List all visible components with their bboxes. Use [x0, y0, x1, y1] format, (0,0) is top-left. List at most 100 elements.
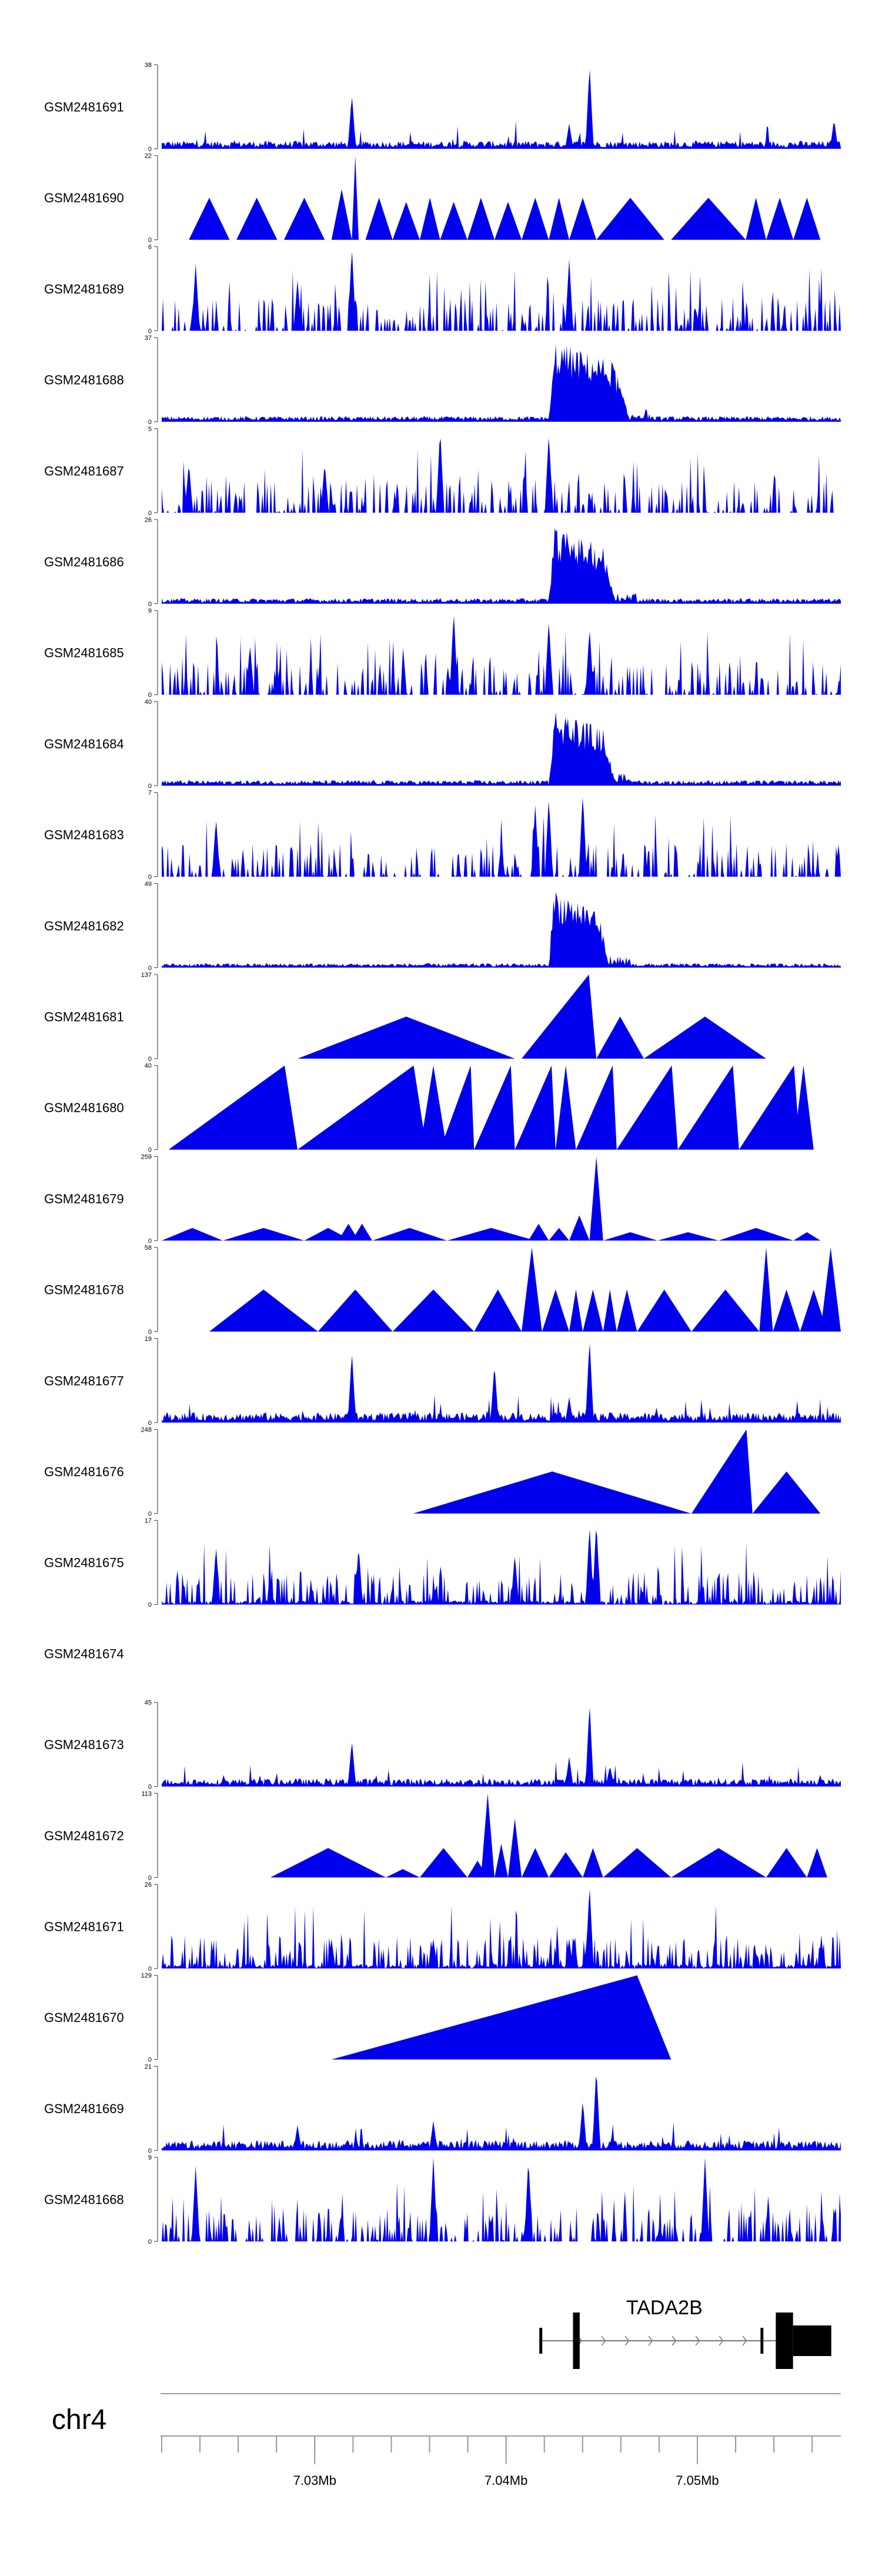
- track-label: GSM2481669: [44, 2101, 124, 2116]
- gene-exon: [793, 2325, 831, 2356]
- track-zero-label: 0: [148, 1784, 152, 1791]
- track-signal: [162, 155, 841, 240]
- gene-exon: [573, 2313, 580, 2369]
- track: GSM2481673 45 0: [44, 1700, 841, 1791]
- track-label: GSM2481681: [44, 1010, 124, 1025]
- track-zero-label: 0: [148, 783, 152, 790]
- track-zero-label: 0: [148, 1966, 152, 1973]
- track-zero-label: 0: [148, 965, 152, 972]
- track: GSM2481684 40 0: [44, 699, 841, 790]
- track-signal: [162, 1793, 841, 1878]
- track: GSM2481691 38 0: [44, 62, 841, 153]
- track-signal: [162, 1889, 841, 1968]
- track-ymax-label: 7: [148, 790, 152, 797]
- track-ymax-label: 6: [148, 243, 152, 251]
- track-label: GSM2481686: [44, 555, 124, 569]
- axis-tick-label: 7.03Mb: [293, 2473, 336, 2488]
- track-ymax-label: 259: [141, 1153, 152, 1160]
- track-ymax-label: 248: [141, 1427, 152, 1434]
- track: GSM2481685 9 0: [44, 608, 841, 699]
- track-zero-label: 0: [148, 1237, 152, 1244]
- track-signal: [162, 892, 841, 968]
- track: GSM2481690 22 0: [44, 153, 841, 244]
- track-ymax-label: 49: [145, 880, 152, 887]
- track-ymax-label: 40: [145, 1063, 152, 1070]
- track-signal: [162, 798, 841, 877]
- gene-label: TADA2B: [626, 2297, 703, 2319]
- track-zero-label: 0: [148, 2147, 152, 2154]
- track-label: GSM2481682: [44, 919, 124, 933]
- track: GSM2481675 17 0: [44, 1517, 841, 1609]
- track-signal: [162, 251, 841, 331]
- track-zero-label: 0: [148, 419, 152, 426]
- track: GSM2481670 129 0: [44, 1973, 841, 2064]
- track: GSM2481678 58 0: [44, 1244, 841, 1336]
- track-ymax-label: 26: [145, 517, 152, 524]
- track-zero-label: 0: [148, 1511, 152, 1518]
- track-ymax-label: 40: [145, 699, 152, 706]
- track-label: GSM2481690: [44, 191, 124, 205]
- track-ymax-label: 38: [145, 62, 152, 69]
- track-zero-label: 0: [148, 1056, 152, 1063]
- track-ymax-label: 129: [141, 1973, 152, 1980]
- track: GSM2481683 7 0: [44, 790, 841, 881]
- axis-tick-label: 7.05Mb: [676, 2473, 719, 2488]
- track-ymax-label: 37: [145, 335, 152, 342]
- track-zero-label: 0: [148, 1147, 152, 1154]
- track-signal: [162, 615, 841, 695]
- track-zero-label: 0: [148, 1601, 152, 1609]
- track-zero-label: 0: [148, 146, 152, 153]
- strand-arrow-icon: [671, 2335, 677, 2346]
- track: GSM2481671 26 0: [44, 1881, 841, 1973]
- track-signal: [162, 1429, 841, 1514]
- track-ymax-label: 9: [148, 608, 152, 615]
- track-zero-label: 0: [148, 692, 152, 699]
- track-ymax-label: 113: [141, 1790, 152, 1797]
- track-signal: [162, 2076, 841, 2151]
- track-ymax-label: 5: [148, 426, 152, 433]
- track-label: GSM2481668: [44, 2193, 124, 2207]
- track-signal: [162, 1975, 841, 2060]
- track-label: GSM2481676: [44, 1464, 124, 1479]
- track-signal: [162, 1247, 841, 1332]
- gene-exon: [760, 2328, 764, 2354]
- track-label: GSM2481679: [44, 1192, 124, 1206]
- track-label: GSM2481677: [44, 1373, 124, 1388]
- track: GSM2481686 26 0: [44, 517, 841, 608]
- track-zero-label: 0: [148, 1420, 152, 1427]
- track-label: GSM2481684: [44, 736, 124, 751]
- track-label: GSM2481685: [44, 646, 124, 660]
- track-zero-label: 0: [148, 328, 152, 335]
- track-signal: [162, 69, 841, 149]
- track: GSM2481682 49 0: [44, 880, 841, 972]
- track-label: GSM2481688: [44, 373, 124, 388]
- track-signal: [162, 1529, 841, 1605]
- track-label: GSM2481675: [44, 1556, 124, 1570]
- track-signal: [162, 1065, 841, 1150]
- track-ymax-label: 22: [145, 153, 152, 160]
- track-signal: [162, 528, 841, 604]
- strand-arrow-icon: [624, 2335, 630, 2346]
- track-signal: [162, 1343, 841, 1423]
- track-zero-label: 0: [148, 237, 152, 244]
- strand-arrow-icon: [719, 2335, 724, 2346]
- track-signal: [162, 1707, 841, 1787]
- track-zero-label: 0: [148, 2238, 152, 2245]
- track-label: GSM2481673: [44, 1737, 124, 1752]
- track: GSM2481668 9 0: [44, 2154, 841, 2245]
- track-ymax-label: 21: [145, 2063, 152, 2070]
- track-signal: [162, 712, 841, 786]
- track-label: GSM2481674: [44, 1646, 124, 1661]
- track-zero-label: 0: [148, 2057, 152, 2064]
- track: GSM2481676 248 0: [44, 1427, 841, 1518]
- track-ymax-label: 58: [145, 1244, 152, 1252]
- track-signal: [162, 1156, 841, 1241]
- track: GSM2481680 40 0: [44, 1063, 841, 1154]
- genome-axis: chr4 7.03Mb 7.04Mb 7.05Mb: [52, 2393, 841, 2488]
- strand-arrow-icon: [695, 2335, 700, 2346]
- track: GSM2481687 5 0: [44, 426, 841, 517]
- track: GSM2481688 37 0: [44, 335, 841, 426]
- track-ymax-label: 9: [148, 2154, 152, 2161]
- track-ymax-label: 17: [145, 1517, 152, 1524]
- track-zero-label: 0: [148, 874, 152, 881]
